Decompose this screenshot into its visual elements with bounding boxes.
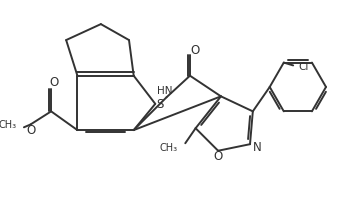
Text: O: O <box>49 75 59 88</box>
Text: CH₃: CH₃ <box>0 119 16 129</box>
Text: O: O <box>190 44 199 57</box>
Text: O: O <box>213 149 223 162</box>
Text: N: N <box>253 141 262 154</box>
Text: HN: HN <box>157 85 173 95</box>
Text: O: O <box>27 123 36 136</box>
Text: S: S <box>156 98 164 111</box>
Text: Cl: Cl <box>299 62 309 72</box>
Text: CH₃: CH₃ <box>160 142 178 152</box>
